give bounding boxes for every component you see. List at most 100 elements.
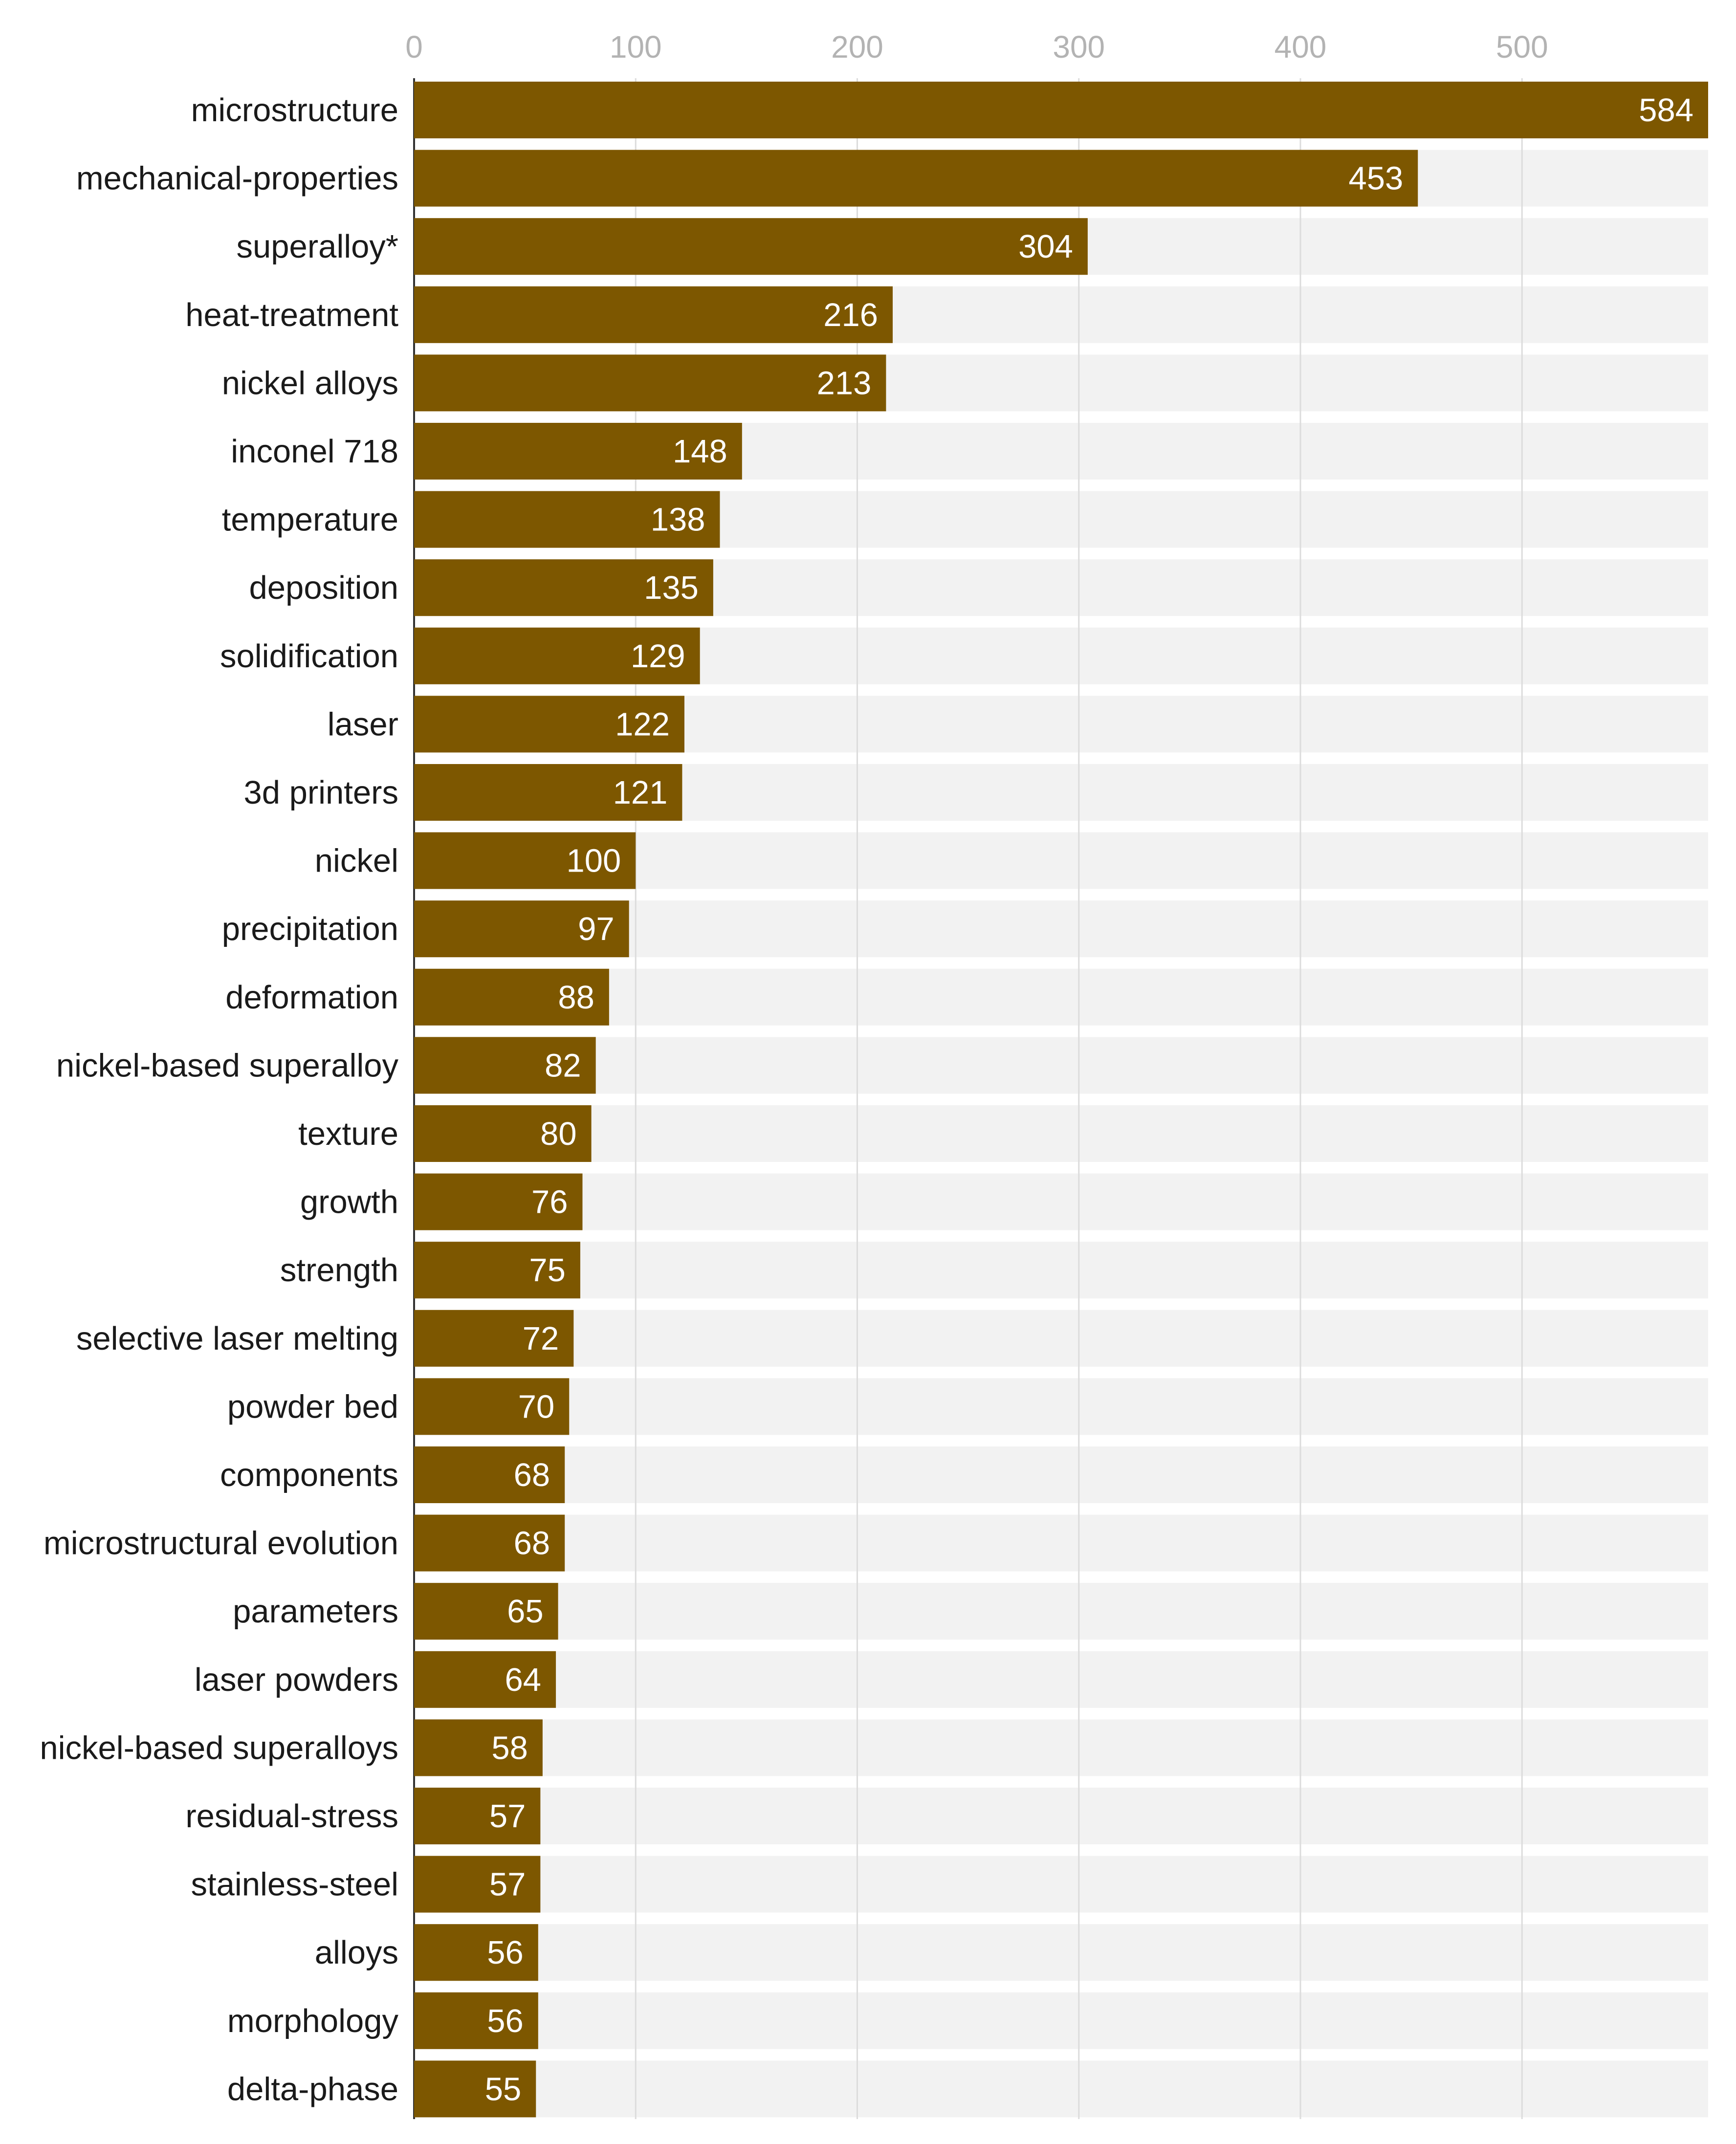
value-label: 76 <box>531 1184 568 1221</box>
bar <box>414 1788 541 1844</box>
category-label: precipitation <box>222 911 398 947</box>
bar <box>414 1719 543 1776</box>
category-label: nickel alloys <box>222 365 398 401</box>
bar <box>414 150 1418 207</box>
value-label: 56 <box>487 1934 524 1971</box>
value-label: 122 <box>615 706 670 743</box>
category-label: superalloy* <box>237 228 398 265</box>
category-label: texture <box>298 1116 398 1152</box>
bar <box>414 423 742 480</box>
category-label: laser <box>328 706 398 743</box>
value-label: 121 <box>613 774 668 811</box>
x-tick-label: 400 <box>1275 29 1327 65</box>
category-label: nickel <box>315 843 398 879</box>
value-label: 584 <box>1639 92 1693 129</box>
category-label: mechanical-properties <box>76 160 398 197</box>
value-labels: 584 453 304 216 213 148 138 135 129 122 121 100 97 88… <box>485 92 1693 2107</box>
bar <box>414 1037 596 1094</box>
category-label: heat-treatment <box>185 297 398 333</box>
category-label: residual-stress <box>185 1798 398 1835</box>
bar <box>414 491 720 548</box>
value-label: 70 <box>518 1388 555 1425</box>
value-label: 57 <box>489 1798 526 1835</box>
bar <box>414 354 886 412</box>
bar <box>414 559 713 616</box>
value-label: 129 <box>631 638 685 675</box>
value-label: 68 <box>514 1457 550 1493</box>
value-label: 138 <box>651 502 705 538</box>
x-tick-label: 300 <box>1053 29 1105 65</box>
value-label: 64 <box>505 1662 542 1698</box>
category-label: temperature <box>222 502 398 538</box>
x-tick-label: 100 <box>610 29 662 65</box>
category-label: 3d printers <box>243 774 398 811</box>
category-label: nickel-based superalloy <box>56 1047 399 1084</box>
value-label: 213 <box>817 365 872 401</box>
category-label: deformation <box>225 979 398 1016</box>
value-label: 148 <box>673 433 727 470</box>
gridlines <box>413 78 1523 2119</box>
category-label: strength <box>280 1252 398 1289</box>
row-track <box>414 1514 1708 1572</box>
category-label: inconel 718 <box>231 433 398 470</box>
bar <box>414 286 893 343</box>
value-label: 82 <box>545 1047 581 1084</box>
category-label: deposition <box>249 569 398 606</box>
x-tick-label: 200 <box>831 29 883 65</box>
value-label: 100 <box>566 843 621 879</box>
value-label: 55 <box>485 2071 522 2107</box>
value-label: 72 <box>523 1320 559 1357</box>
value-label: 88 <box>558 979 594 1016</box>
bar <box>414 2060 536 2118</box>
row-track <box>414 1651 1708 1708</box>
value-label: 75 <box>529 1252 566 1289</box>
value-label: 453 <box>1348 160 1403 197</box>
value-label: 56 <box>487 2003 524 2039</box>
bar <box>414 832 636 889</box>
x-tick-label: 500 <box>1496 29 1548 65</box>
category-label: powder bed <box>227 1388 398 1425</box>
category-label: nickel-based superalloys <box>40 1729 398 1766</box>
category-label: growth <box>300 1184 398 1221</box>
row-track <box>414 900 1708 958</box>
bar <box>414 1514 565 1572</box>
bar <box>414 1651 556 1708</box>
category-label: microstructural evolution <box>44 1525 398 1562</box>
category-label: delta-phase <box>227 2071 398 2107</box>
category-label: laser powders <box>195 1662 398 1698</box>
value-label: 65 <box>507 1593 544 1630</box>
category-label: solidification <box>220 638 398 675</box>
value-label: 68 <box>514 1525 550 1562</box>
value-label: 58 <box>491 1729 528 1766</box>
row-track <box>414 1446 1708 1503</box>
bar <box>414 1924 538 1981</box>
value-label: 216 <box>823 297 878 333</box>
category-label: selective laser melting <box>76 1320 398 1357</box>
bars <box>414 82 1708 2118</box>
x-axis-ticks: 0 100 200 300 400 500 <box>405 29 1548 65</box>
bar <box>414 627 700 684</box>
category-label: components <box>220 1457 398 1493</box>
category-label: microstructure <box>191 92 398 129</box>
bar <box>414 1583 558 1640</box>
row-track <box>414 1037 1708 1094</box>
row-track <box>414 1788 1708 1844</box>
value-label: 80 <box>540 1116 577 1152</box>
category-label: parameters <box>233 1593 398 1630</box>
row-track <box>414 1378 1708 1435</box>
row-track <box>414 1992 1708 2049</box>
category-label: morphology <box>227 2003 399 2039</box>
category-labels: microstructure mechanical-properties super… <box>40 92 398 2107</box>
bar <box>414 1173 583 1230</box>
value-label: 57 <box>489 1866 526 1903</box>
bar <box>414 696 684 753</box>
row-track <box>414 1310 1708 1367</box>
row-track <box>414 1924 1708 1981</box>
value-label: 97 <box>578 911 615 947</box>
row-track <box>414 968 1708 1026</box>
row-track <box>414 1719 1708 1776</box>
bar <box>414 82 1708 138</box>
bar <box>414 1856 541 1913</box>
bar <box>414 1378 570 1435</box>
